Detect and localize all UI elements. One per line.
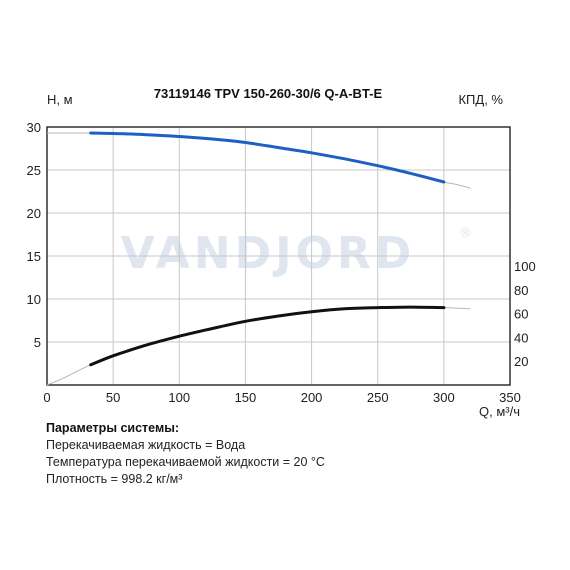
x-tick-label-200: 200 — [301, 390, 323, 405]
chart-title: 73119146 TPV 150-260-30/6 Q-A-BT-E — [154, 86, 383, 101]
y-right-tick-label-80: 80 — [514, 283, 528, 298]
y-right-axis-label: КПД, % — [458, 92, 503, 107]
x-tick-label-50: 50 — [106, 390, 120, 405]
efficiency-curve — [89, 305, 446, 367]
watermark-text: VANDJORD — [121, 228, 416, 279]
y-left-tick-label-25: 25 — [27, 163, 41, 178]
fluid-parameter: Перекачиваемая жидкость = Вода — [46, 438, 246, 452]
y-left-tick-label-30: 30 — [27, 120, 41, 135]
y-right-tick-label-60: 60 — [514, 307, 528, 322]
x-tick-label-100: 100 — [168, 390, 190, 405]
density-parameter: Плотность = 998.2 кг/м³ — [46, 472, 183, 486]
y-left-axis-label: H, м — [47, 92, 73, 107]
y-right-tick-label-20: 20 — [514, 354, 528, 369]
x-tick-label-350: 350 — [499, 390, 521, 405]
y-left-tick-label-20: 20 — [27, 206, 41, 221]
x-tick-label-0: 0 — [43, 390, 50, 405]
plot-frame — [46, 126, 511, 386]
x-tick-label-250: 250 — [367, 390, 389, 405]
x-axis-label: Q, м³/ч — [479, 404, 520, 419]
y-left-tick-label-5: 5 — [34, 335, 41, 350]
y-left-tick-label-15: 15 — [27, 249, 41, 264]
y-right-tick-label-40: 40 — [514, 330, 528, 345]
y-left-tick-label-10: 10 — [27, 292, 41, 307]
system-parameters-title: Параметры системы: — [46, 421, 180, 435]
head-curve-extension — [46, 132, 471, 189]
temperature-parameter: Температура перекачиваемой жидкости = 20… — [46, 455, 325, 469]
head-curve — [89, 131, 446, 184]
x-tick-label-150: 150 — [235, 390, 257, 405]
y-right-tick-label-100: 100 — [514, 259, 536, 274]
system-parameters: Параметры системы: Перекачиваемая жидкос… — [46, 420, 325, 488]
watermark-registered-mark: ® — [459, 226, 472, 241]
x-tick-label-300: 300 — [433, 390, 455, 405]
